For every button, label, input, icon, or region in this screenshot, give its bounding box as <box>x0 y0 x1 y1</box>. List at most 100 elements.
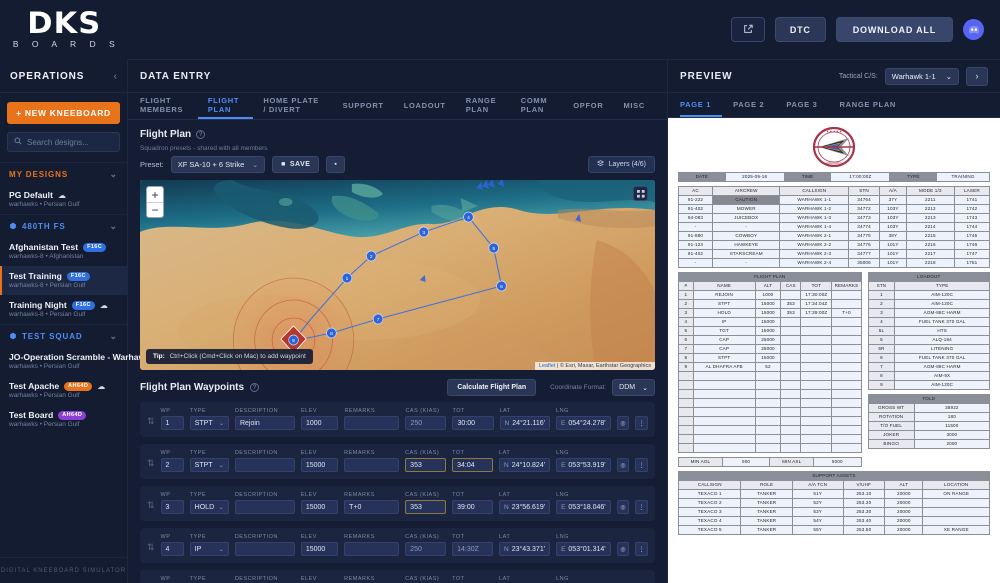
next-page-button[interactable]: › <box>966 66 988 86</box>
drag-handle-icon[interactable]: ⇅ <box>147 458 155 468</box>
map-zoom-controls[interactable]: + − <box>146 186 164 218</box>
waypoint-tot-input[interactable]: 34:04 <box>452 458 494 472</box>
waypoint-remarks-input[interactable] <box>344 542 400 556</box>
waypoint-number-input[interactable]: 2 <box>160 458 184 472</box>
tab-flight-plan[interactable]: FLIGHT PLAN <box>197 93 254 119</box>
new-kneeboard-button[interactable]: + NEW KNEEBOARD <box>7 102 120 124</box>
more-vertical-icon[interactable]: ⋮ <box>635 458 648 472</box>
waypoint-lng-input[interactable]: E 053°53.919' <box>556 458 611 472</box>
waypoint-lng-input[interactable]: E 054°24.278' <box>556 416 611 430</box>
waypoint-number-input[interactable]: 4 <box>160 542 184 556</box>
waypoint-tot-input[interactable]: 30:00 <box>452 416 494 430</box>
tab-home-plate-divert[interactable]: HOME PLATE / DIVERT <box>263 96 319 114</box>
calculate-flight-plan-button[interactable]: Calculate Flight Plan <box>447 379 537 396</box>
tab-page-2[interactable]: PAGE 2 <box>733 99 765 109</box>
flight-plan-map[interactable]: 8 7 6 5 4 3 2 1 9 <box>140 180 655 370</box>
waypoint-cas-input[interactable]: 353 <box>405 458 447 472</box>
tab-comm-plan[interactable]: COMM PLAN <box>520 96 548 114</box>
zoom-out-button[interactable]: − <box>147 202 163 217</box>
waypoint-type-select[interactable]: IP ⌄ <box>189 542 229 556</box>
group-header-test-squad[interactable]: TEST SQUAD ⌄ <box>0 324 127 347</box>
tab-page-3[interactable]: PAGE 3 <box>786 99 818 109</box>
layers-button[interactable]: Layers (4/6) <box>587 156 655 173</box>
design-item-afghanistan-test[interactable]: Afghanistan Test F16C warhawks-8 • Afgha… <box>0 237 127 266</box>
drag-handle-icon[interactable]: ⇅ <box>147 542 155 552</box>
coordinate-format-select[interactable]: DDM ⌄ <box>612 379 655 396</box>
more-vertical-icon[interactable]: ⋮ <box>635 500 648 514</box>
waypoint-tot-input[interactable]: 39:00 <box>452 500 494 514</box>
waypoint-cas-input[interactable]: 353 <box>405 500 447 514</box>
search-input[interactable] <box>27 137 137 147</box>
waypoint-elev-input[interactable]: 15000 <box>300 542 339 556</box>
waypoint-tot-input[interactable]: 14:30Z <box>452 542 494 556</box>
crosshair-icon[interactable]: ◎ <box>616 542 630 556</box>
waypoint-remarks-input[interactable] <box>344 416 400 430</box>
chevron-left-icon[interactable]: ‹ <box>113 70 117 82</box>
tab-support[interactable]: SUPPORT <box>342 100 384 110</box>
design-item-pg-default[interactable]: PG Default ☁ warhawks • Persian Gulf <box>0 185 127 214</box>
waypoint-elev-input[interactable]: 15000 <box>300 500 339 514</box>
tab-range-plan[interactable]: RANGE PLAN <box>839 99 897 109</box>
waypoint-lat-input[interactable]: N 24°10.824' <box>499 458 551 472</box>
waypoint-cas-input[interactable]: 250 <box>405 416 447 430</box>
waypoint-type-select[interactable]: HOLD ⌄ <box>189 500 229 514</box>
external-link-button[interactable] <box>730 17 765 42</box>
waypoint-cas-input[interactable]: 250 <box>405 542 447 556</box>
waypoint-elev-input[interactable]: 1000 <box>300 416 339 430</box>
delete-preset-button[interactable]: ▪ <box>326 156 346 173</box>
tab-flight-members[interactable]: FLIGHT MEMBERS <box>140 96 184 114</box>
download-all-button[interactable]: DOWNLOAD ALL <box>835 17 953 42</box>
crosshair-icon[interactable]: ◎ <box>616 500 630 514</box>
help-icon[interactable]: ? <box>250 383 260 392</box>
design-item-test-board[interactable]: Test Board AH64D warhawks • Persian Gulf <box>0 405 127 434</box>
design-item-test-training[interactable]: Test Training F16C warhawks-8 • Persian … <box>0 266 127 295</box>
table-row[interactable]: ⇅ WP 2 TYPE STPT ⌄ DESCRIPTION ELEV 15000 RE… <box>140 444 655 479</box>
design-item-jo-operation-scramble[interactable]: JO-Operation Scramble - Warhawk 1 F16C w… <box>0 347 186 376</box>
drag-handle-icon[interactable]: ⇅ <box>147 500 155 510</box>
save-preset-button[interactable]: ■ SAVE <box>272 156 320 173</box>
table-row[interactable]: ⇅ WP 1 TYPE STPT ⌄ DESCRIPTION Rejoin ELEV 10… <box>140 402 655 437</box>
tab-opfor[interactable]: OPFOR <box>573 100 604 110</box>
waypoint-remarks-input[interactable]: T+0 <box>344 500 400 514</box>
search-box[interactable] <box>7 132 156 152</box>
waypoint-lat-input[interactable]: N 23°56.619' <box>499 500 551 514</box>
waypoint-lng-input[interactable]: E 053°18.046' <box>556 500 611 514</box>
design-item-test-apache[interactable]: Test Apache AH64D ☁ warhawks • Persian G… <box>0 376 127 405</box>
waypoint-remarks-input[interactable] <box>344 458 400 472</box>
tab-page-1[interactable]: PAGE 1 <box>680 93 723 117</box>
dtc-button[interactable]: DTC <box>774 17 826 42</box>
waypoint-lat-input[interactable]: N 24°21.116' <box>499 416 551 430</box>
waypoint-lng-input[interactable]: E 053°01.314' <box>556 542 611 556</box>
crosshair-icon[interactable]: ◎ <box>616 458 630 472</box>
tab-loadout[interactable]: LOADOUT <box>403 100 446 110</box>
waypoint-description-input[interactable]: Rejoin <box>234 416 295 430</box>
preset-select[interactable]: XF SA-10 + 6 Strike ⌄ <box>170 156 266 173</box>
table-row[interactable]: ⇅ WP 3 TYPE HOLD ⌄ DESCRIPTION ELEV 15000 RE… <box>140 486 655 521</box>
brand-logo[interactable]: DKS B O A R D S <box>0 0 128 60</box>
more-vertical-icon[interactable]: ⋮ <box>635 542 648 556</box>
group-header-480th-fs[interactable]: 480TH FS ⌄ <box>0 214 127 237</box>
waypoint-type-select[interactable]: STPT ⌄ <box>189 416 229 430</box>
table-row[interactable]: ⇅ WP 4 TYPE IP ⌄ DESCRIPTION ELEV 15000 REMA… <box>140 528 655 563</box>
tab-range-plan[interactable]: RANGE PLAN <box>465 96 497 114</box>
callsign-select[interactable]: Warhawk 1-1 ⌄ <box>884 67 959 85</box>
more-vertical-icon[interactable]: ⋮ <box>635 416 648 430</box>
waypoint-lat-input[interactable]: N 23°43.371' <box>499 542 551 556</box>
crosshair-icon[interactable]: ◎ <box>616 416 630 430</box>
fullscreen-button[interactable] <box>633 186 648 201</box>
zoom-in-button[interactable]: + <box>147 187 163 202</box>
waypoint-type-select[interactable]: STPT ⌄ <box>189 458 229 472</box>
leaflet-link[interactable]: Leaflet <box>538 363 556 369</box>
waypoint-description-input[interactable] <box>234 458 295 472</box>
waypoint-number-input[interactable]: 3 <box>160 500 184 514</box>
help-icon[interactable]: ? <box>196 130 206 139</box>
discord-button[interactable] <box>963 19 984 40</box>
waypoint-description-input[interactable] <box>234 500 295 514</box>
waypoint-elev-input[interactable]: 15000 <box>300 458 339 472</box>
waypoint-description-input[interactable] <box>234 542 295 556</box>
drag-handle-icon[interactable]: ⇅ <box>147 416 155 426</box>
tab-misc[interactable]: MISC <box>623 100 645 110</box>
design-item-training-night[interactable]: Training Night F16C ☁ warhawks-8 • Persi… <box>0 295 127 324</box>
waypoint-number-input[interactable]: 1 <box>160 416 184 430</box>
